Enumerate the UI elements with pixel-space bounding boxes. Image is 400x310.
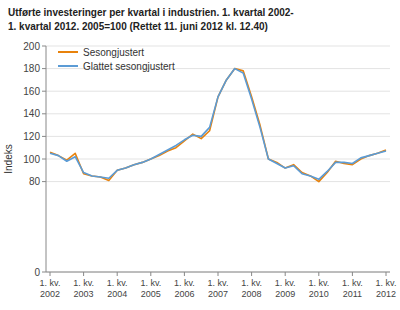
x-tick-label: 1. kv.2008 [241,278,262,299]
legend-swatch [58,65,78,67]
grid-line [46,136,390,137]
subtitle: 1. kvartal 2012. 2005=100 (Rettet 11. ju… [8,21,268,32]
x-tick-label: 1. kv.2002 [40,278,61,299]
grid-line [46,91,390,92]
x-tick-label: 1. kv.2007 [208,278,229,299]
x-tick [386,272,387,276]
y-axis-line [46,46,47,272]
x-tick [218,272,219,276]
x-tick [352,272,353,276]
grid-line [46,159,390,160]
x-tick-label: 1. kv.2004 [107,278,128,299]
y-tick-label: 160 [23,86,40,97]
y-axis-label: Indeks [3,144,14,173]
y-axis: 0 80 100 120 140 160 180 200 Indeks [3,41,46,278]
title-group: Utførte investeringer per kvartal i indu… [8,7,294,32]
x-tick [285,272,286,276]
x-tick-label: 1. kv.2011 [342,278,363,299]
grid [46,46,390,272]
legend-label: Sesongjustert [83,47,144,58]
y-tick-label: 100 [23,154,40,165]
y-tick [42,272,46,273]
y-tick [42,46,46,47]
y-tick [42,136,46,137]
x-tick-label: 1. kv.2010 [308,278,329,299]
x-tick-label: 1. kv.2009 [275,278,296,299]
y-tick [42,113,46,114]
x-tick [184,272,185,276]
title: Utførte investeringer per kvartal i indu… [8,7,294,18]
legend-swatch [58,51,78,53]
x-tick-label: 1. kv.2003 [73,278,94,299]
y-tick [42,159,46,160]
x-tick-label: 1. kv.2012 [376,278,397,299]
x-tick [50,272,51,276]
chart-svg: Utførte investeringer per kvartal i indu… [0,0,400,310]
y-tick-label: 200 [23,41,40,52]
series-line [50,69,386,180]
series-line [50,69,386,182]
x-tick-label: 1. kv.2005 [140,278,161,299]
x-tick-label: 1. kv.2006 [174,278,195,299]
y-tick-label: 0 [34,267,40,278]
grid-line [46,181,390,182]
y-tick [42,68,46,69]
y-tick-label: 140 [23,108,40,119]
x-tick [117,272,118,276]
grid-line [46,113,390,114]
lines [50,69,386,182]
y-tick-label: 120 [23,131,40,142]
chart-container: Utførte investeringer per kvartal i indu… [0,0,400,310]
x-tick [150,272,151,276]
y-tick [42,181,46,182]
x-tick [251,272,252,276]
y-tick [42,91,46,92]
x-tick [83,272,84,276]
x-tick [318,272,319,276]
y-tick-label: 80 [29,176,41,187]
y-tick-label: 180 [23,63,40,74]
legend: Sesongjustert Glattet sesongjustert [58,47,175,72]
legend-label: Glattet sesongjustert [83,61,175,72]
x-axis: 1. kv.2002 1. kv.2003 1. kv.2004 1. kv.2005… [40,272,397,299]
